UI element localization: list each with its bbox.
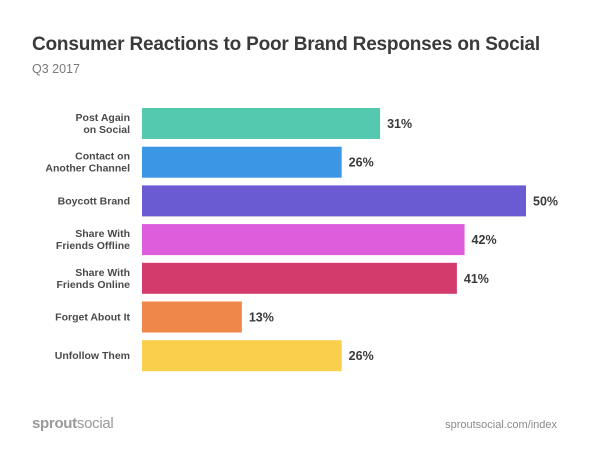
chart-title: Consumer Reactions to Poor Brand Respons… [32, 34, 540, 55]
category-label-3: Share With Friends Offline [56, 228, 130, 252]
value-label-0: 31% [387, 117, 412, 131]
value-label-2: 50% [533, 194, 558, 208]
bar-6 [142, 340, 342, 372]
logo-text-sprout: sprout [32, 415, 77, 432]
value-label-6: 26% [349, 349, 374, 363]
bar-4 [142, 262, 457, 294]
chart-subtitle: Q3 2017 [32, 62, 80, 76]
bar-0 [142, 108, 381, 139]
category-label-4: Share With Friends Online [56, 267, 130, 291]
category-label-1: Contact on Another Channel [45, 151, 130, 175]
value-label-3: 42% [472, 233, 497, 247]
source-url: sproutsocial.com/index [445, 419, 557, 431]
value-label-4: 41% [464, 272, 489, 286]
logo-text-social: social [76, 415, 114, 432]
bar-2 [142, 185, 526, 217]
category-label-6: Unfollow Them [55, 350, 130, 362]
value-label-5: 13% [249, 311, 274, 325]
sproutsocial-logo: sproutsocial [32, 415, 114, 432]
value-label-1: 26% [349, 156, 374, 170]
category-label-0: Post Again on Social [76, 112, 131, 136]
category-label-2: Boycott Brand [58, 195, 130, 207]
bar-3 [142, 224, 465, 256]
category-label-5: Forget About It [55, 312, 130, 324]
bar-5 [142, 301, 242, 333]
bar-1 [142, 146, 342, 178]
